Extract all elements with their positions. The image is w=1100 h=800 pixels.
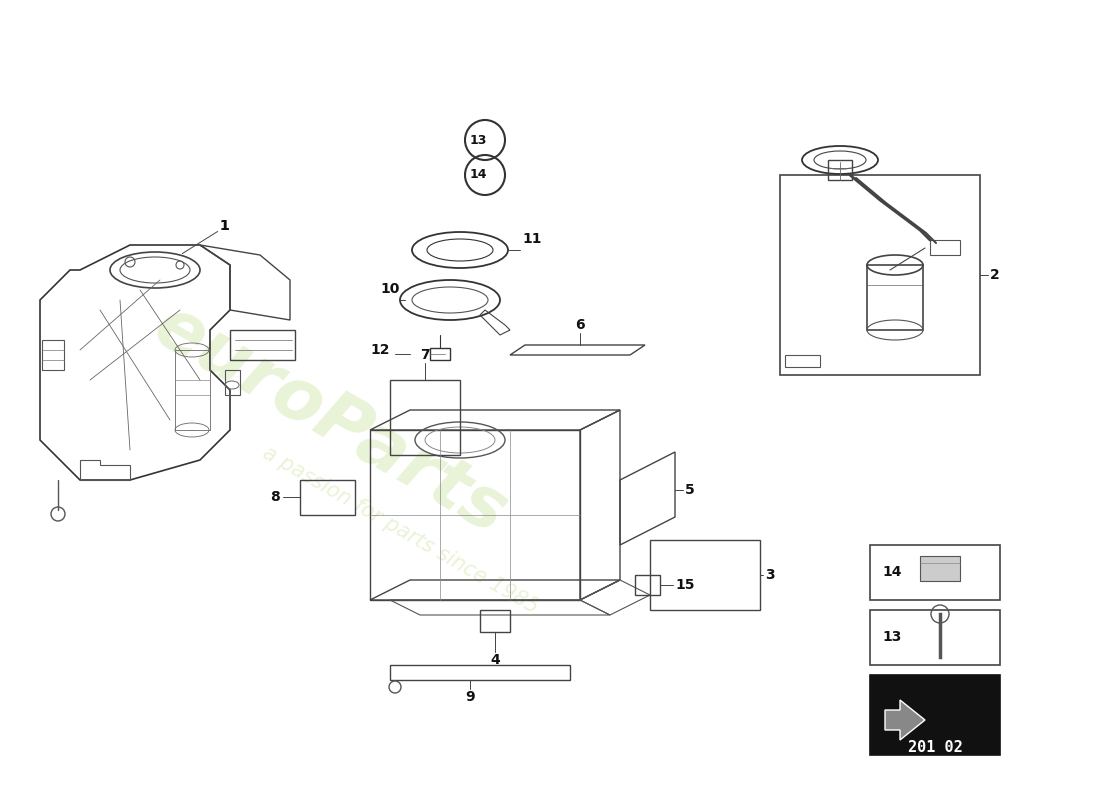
Bar bbox=[867, 265, 923, 330]
Polygon shape bbox=[886, 700, 925, 740]
Text: 14: 14 bbox=[470, 169, 486, 182]
Bar bbox=[828, 160, 852, 180]
Text: 11: 11 bbox=[522, 232, 541, 246]
Bar bbox=[920, 556, 960, 581]
Bar bbox=[635, 575, 660, 595]
Bar bbox=[785, 355, 820, 367]
Text: 201 02: 201 02 bbox=[908, 741, 962, 755]
Text: euroParts: euroParts bbox=[141, 291, 519, 549]
Bar bbox=[870, 545, 1000, 600]
Text: 6: 6 bbox=[575, 318, 585, 332]
Bar bbox=[870, 610, 1000, 665]
Text: 1: 1 bbox=[219, 219, 229, 233]
Bar bbox=[175, 350, 210, 430]
Bar bbox=[780, 175, 980, 375]
Text: 9: 9 bbox=[465, 690, 475, 704]
Text: 14: 14 bbox=[882, 565, 902, 579]
Bar bbox=[870, 675, 1000, 755]
Text: 2: 2 bbox=[990, 268, 1000, 282]
Text: 5: 5 bbox=[685, 483, 695, 497]
Text: 12: 12 bbox=[370, 343, 389, 357]
Bar bbox=[930, 240, 960, 255]
Text: 10: 10 bbox=[379, 282, 399, 296]
Text: 7: 7 bbox=[420, 348, 430, 362]
Text: 1: 1 bbox=[219, 219, 229, 233]
Text: 13: 13 bbox=[470, 134, 486, 146]
Text: 13: 13 bbox=[882, 630, 901, 644]
Text: 8: 8 bbox=[271, 490, 279, 504]
Bar bbox=[300, 480, 355, 515]
Bar bbox=[230, 330, 295, 360]
Text: a passion for parts since 1985: a passion for parts since 1985 bbox=[258, 442, 541, 618]
Text: 15: 15 bbox=[675, 578, 694, 592]
Bar bbox=[42, 340, 64, 370]
Text: 4: 4 bbox=[491, 653, 499, 667]
Bar bbox=[226, 370, 240, 395]
Bar bbox=[430, 348, 450, 360]
Text: 3: 3 bbox=[764, 568, 774, 582]
Bar bbox=[480, 610, 510, 632]
